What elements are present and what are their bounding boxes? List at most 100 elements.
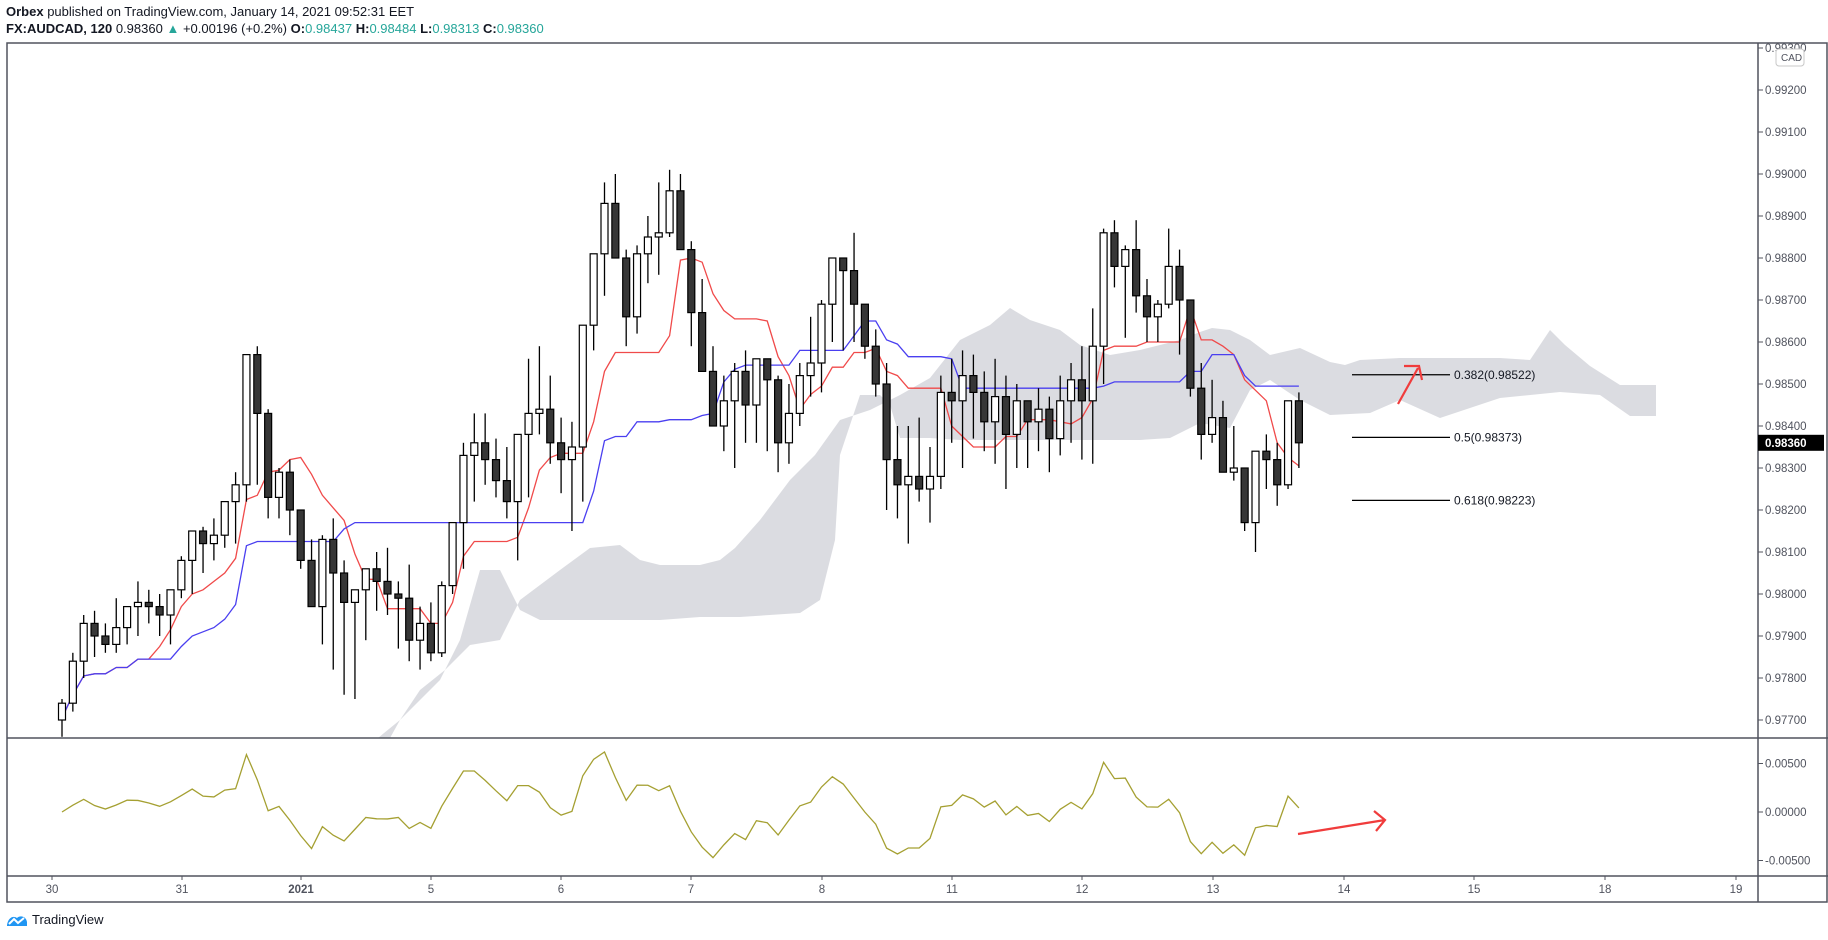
price-axis[interactable]: 0.993000.992000.991000.990000.989000.988… [1758,43,1824,727]
candle [1153,300,1162,342]
time-tick-label: 6 [558,884,564,896]
candle [253,346,262,485]
candle [622,249,631,347]
high-label: H: [355,21,370,36]
candle [144,589,153,624]
time-tick-label: 31 [176,884,189,896]
candle [1132,220,1141,313]
candle [1175,249,1184,355]
candle [57,699,67,737]
candle [513,433,522,561]
last-price-label: 0.98360 [1765,438,1807,450]
candle [448,521,457,594]
candle [567,421,577,531]
candle [296,509,305,569]
candle [860,303,870,359]
candle [1229,426,1238,481]
candle [90,610,99,657]
annotation-arrows[interactable] [1297,364,1424,836]
last-price-box [1758,434,1824,451]
candle [1283,400,1293,489]
candle [1197,363,1206,460]
candle [915,417,924,502]
candle [426,602,435,662]
candle [719,375,728,452]
candle [1273,442,1282,506]
candle [589,253,598,351]
fib-level-label: 0.5(0.98373) [1454,430,1522,444]
candle [1012,384,1021,468]
candle [752,358,761,443]
publish-info: Orbex published on TradingView.com, Janu… [6,4,414,19]
price-tick-label: 0.99100 [1765,127,1807,139]
candle [1218,400,1228,473]
candle [936,375,945,489]
time-tick-label: 19 [1730,884,1743,896]
candle [405,564,414,662]
price-tick-label: 0.98300 [1765,463,1807,475]
fibonacci-retracement[interactable]: 0.382(0.98522) 0.5(0.98373) 0.618(0.98223) [1352,368,1535,508]
osc-tick-label: 0.00000 [1765,807,1807,819]
low-value: 0.98313 [432,21,480,36]
candle [741,350,750,443]
candle [708,346,718,427]
candle [274,468,284,519]
osc-tick-label: 0.00500 [1765,759,1807,771]
high-value: 0.98484 [369,21,417,36]
time-tick-label: 18 [1599,884,1612,896]
price-tick-label: 0.98100 [1765,547,1807,559]
open-label: O: [290,21,306,36]
price-tick-label: 0.98000 [1765,589,1807,601]
candle [188,530,197,594]
candle [882,363,891,510]
candle [839,257,848,351]
fib-level-label: 0.382(0.98522) [1454,368,1535,382]
candle [329,518,338,670]
time-tick-label: 7 [688,884,694,896]
time-tick-label: 5 [428,884,434,896]
candle [969,354,978,439]
candle [1186,299,1195,397]
price-change: +0.00196 (+0.2%) [182,21,288,36]
symbol-name[interactable]: FX:AUDCAD, 120 [6,21,113,36]
candle [578,324,587,502]
candle [1262,434,1271,489]
ichimoku-lines [61,257,1300,719]
candle [546,375,555,464]
close-label: C: [482,21,497,36]
price-tick-label: 0.98600 [1765,337,1807,349]
currency-badge: CAD [1775,48,1805,67]
low-label: L: [420,21,433,36]
candle [947,358,956,443]
candle [773,375,783,473]
candle [990,358,1000,464]
candlestick-series [57,169,1304,737]
publisher-name: Orbex [6,4,44,19]
time-tick-label: 11 [946,884,958,896]
candle [415,606,425,670]
candle [654,182,663,275]
osc-tick-label: -0.00500 [1765,856,1810,868]
tradingview-logo-text: TradingView [32,912,104,927]
candle [133,581,143,636]
candle [1110,220,1119,288]
oscillator-series [61,750,1300,859]
time-axis[interactable]: 30 31 2021 5 6 7 8 11 12 13 14 15 18 19 [46,876,1743,896]
time-tick-label: 30 [46,884,59,896]
candle [698,279,707,373]
candle [828,257,837,342]
candle [470,413,479,502]
time-tick-label: 14 [1338,884,1351,896]
candle [784,384,794,464]
candle [817,300,826,393]
candle [1045,396,1054,473]
candle [285,459,294,536]
candle [763,358,772,452]
oscillator-axis[interactable]: 0.00500 0.00000 -0.00500 [1758,759,1810,868]
price-tick-label: 0.98200 [1765,505,1807,517]
price-tick-label: 0.98500 [1765,379,1807,391]
price-tick-label: 0.98400 [1765,421,1807,433]
candle [904,426,913,544]
last-price: 0.98360 [115,21,163,36]
